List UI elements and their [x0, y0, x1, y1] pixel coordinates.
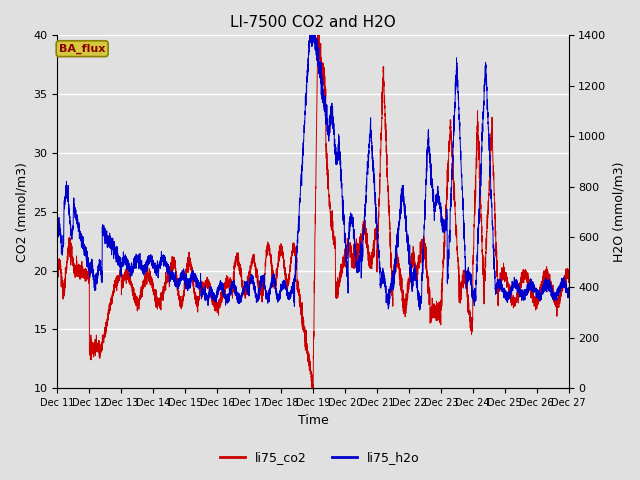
Legend: li75_co2, li75_h2o: li75_co2, li75_h2o: [215, 446, 425, 469]
Y-axis label: CO2 (mmol/m3): CO2 (mmol/m3): [15, 162, 28, 262]
Text: BA_flux: BA_flux: [59, 44, 106, 54]
Y-axis label: H2O (mmol/m3): H2O (mmol/m3): [612, 162, 625, 262]
X-axis label: Time: Time: [298, 414, 328, 427]
Title: LI-7500 CO2 and H2O: LI-7500 CO2 and H2O: [230, 15, 396, 30]
